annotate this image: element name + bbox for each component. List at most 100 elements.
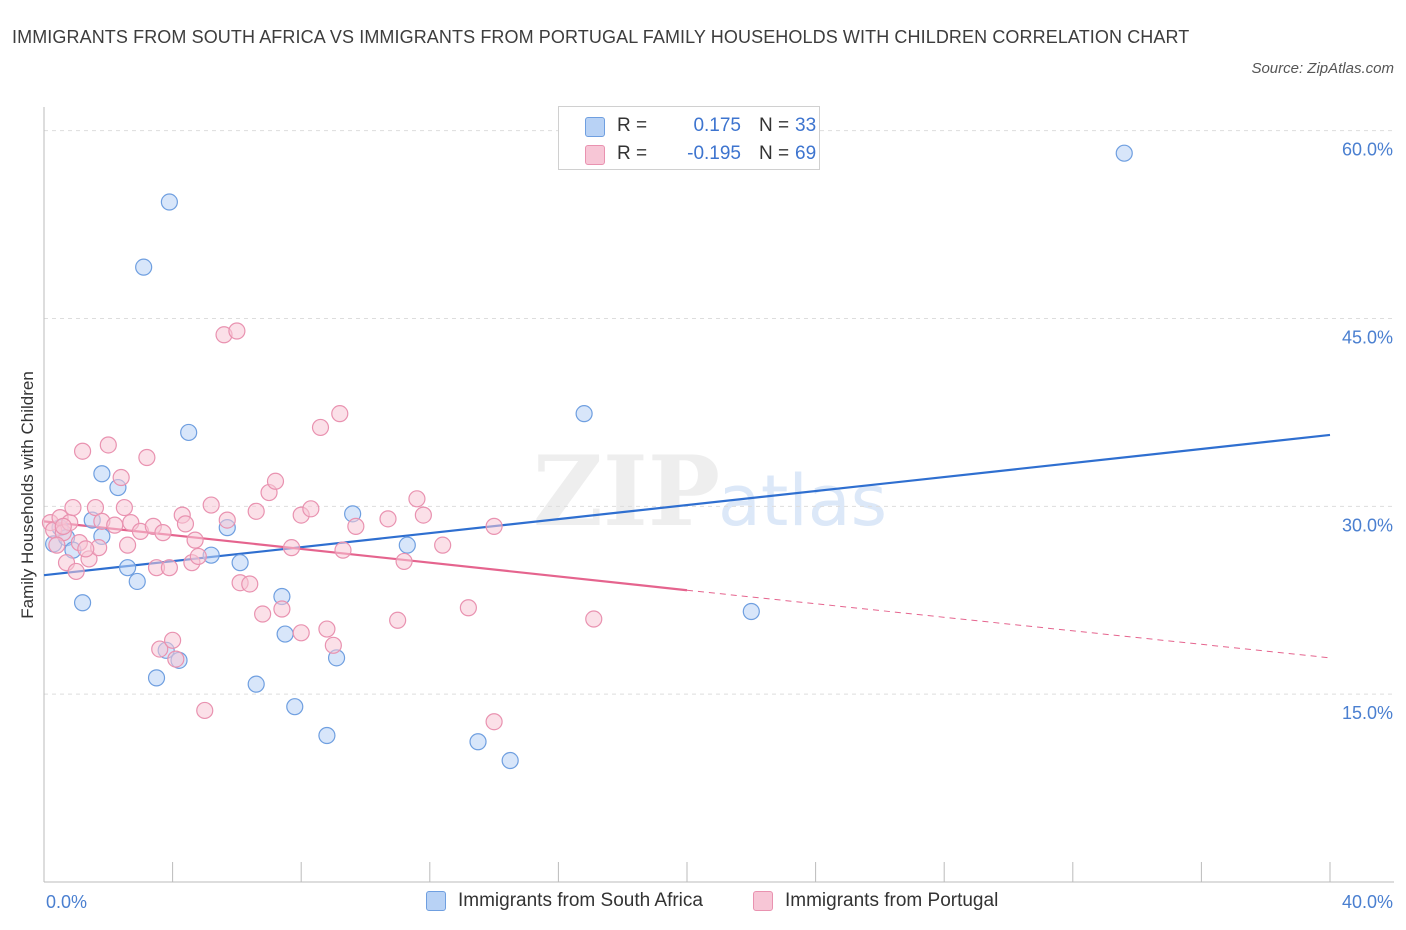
point-south-africa [742, 602, 760, 621]
trend-line-south-africa [43, 433, 1331, 577]
point-portugal [292, 624, 310, 642]
legend-n-label: N = [759, 115, 790, 136]
point-south-africa [575, 405, 593, 423]
legend-r-value: -0.195 [687, 143, 741, 164]
point-portugal [485, 713, 503, 731]
point-portugal [164, 631, 182, 649]
point-south-africa [276, 625, 294, 643]
point-south-africa [118, 559, 137, 577]
y-tick-label: 30.0% [1342, 515, 1393, 535]
source-label: Source: ZipAtlas.com [1251, 60, 1394, 77]
point-portugal [254, 605, 272, 623]
point-south-africa [160, 193, 178, 211]
point-portugal [118, 536, 137, 554]
point-portugal [151, 640, 169, 658]
point-portugal [86, 498, 105, 517]
legend-swatch-pink [585, 145, 605, 165]
point-portugal [186, 531, 204, 549]
point-portugal [585, 610, 603, 628]
legend-n-label: N = [759, 143, 790, 164]
point-south-africa [469, 733, 487, 751]
bottom-legend-label: Immigrants from Portugal [785, 890, 999, 911]
y-tick-label: 45.0% [1342, 327, 1393, 347]
point-south-africa [247, 675, 265, 693]
point-south-africa [128, 572, 146, 591]
legend-n-value: 33 [795, 115, 817, 136]
point-portugal [77, 540, 95, 558]
point-portugal [282, 539, 301, 557]
point-portugal [202, 496, 220, 514]
point-portugal [434, 536, 452, 554]
point-south-africa [501, 751, 519, 770]
point-portugal [176, 515, 195, 533]
bottom-legend-swatch-blue [426, 891, 446, 911]
point-portugal [324, 636, 342, 654]
point-south-africa [147, 669, 166, 687]
point-south-africa [286, 698, 304, 716]
point-portugal [459, 599, 477, 617]
bottom-legend-swatch-pink [753, 891, 773, 911]
x-tick-label: 40.0% [1342, 892, 1393, 912]
point-portugal [334, 541, 352, 559]
legend-n-value: 69 [795, 143, 817, 164]
point-south-africa [1115, 144, 1133, 162]
bottom-legend-label: Immigrants from South Africa [458, 890, 703, 911]
point-portugal [347, 517, 365, 535]
point-portugal [485, 517, 503, 535]
point-portugal [311, 418, 330, 437]
point-south-africa [231, 554, 249, 572]
trend-line-portugal-extrapolated [686, 589, 1331, 659]
point-portugal [112, 468, 130, 487]
correlation-legend: R = 0.175 N = 33 R = -0.195 N = 69 [558, 106, 820, 170]
gridlines [44, 130, 1394, 695]
point-portugal [73, 442, 92, 460]
point-south-africa [318, 726, 336, 745]
point-portugal [266, 472, 285, 490]
point-portugal [167, 650, 185, 668]
point-portugal [273, 600, 291, 618]
point-south-africa [73, 594, 92, 612]
point-portugal [115, 498, 133, 517]
point-south-africa [135, 258, 153, 276]
point-portugal [54, 517, 72, 535]
point-portugal [247, 502, 265, 520]
point-portugal [138, 448, 156, 467]
chart-title: IMMIGRANTS FROM SOUTH AFRICA VS IMMIGRAN… [12, 27, 1190, 47]
point-portugal [241, 575, 259, 593]
legend-r-label: R = [617, 115, 648, 136]
point-south-africa [180, 423, 198, 442]
point-portugal [302, 500, 320, 518]
point-portugal [395, 552, 413, 571]
point-south-africa [398, 536, 416, 554]
point-portugal [218, 511, 236, 529]
point-portugal [154, 524, 172, 542]
point-portugal [331, 405, 349, 423]
point-portugal [106, 516, 124, 534]
watermark-zip: ZIP [533, 435, 720, 548]
watermark-atlas: atlas [718, 460, 887, 542]
point-south-africa [93, 465, 111, 483]
legend-swatch-blue [585, 117, 605, 137]
axes [43, 107, 1394, 883]
tick-labels: 15.0% 30.0% 45.0% 60.0% 0.0% 40.0% [46, 140, 1393, 912]
point-portugal [196, 701, 214, 720]
point-portugal [67, 562, 85, 581]
y-tick-label: 15.0% [1342, 703, 1393, 723]
point-portugal [408, 490, 426, 508]
legend-r-value: 0.175 [693, 115, 741, 136]
point-portugal [228, 322, 246, 340]
point-portugal [189, 547, 207, 566]
legend-r-label: R = [617, 143, 648, 164]
point-portugal [318, 620, 336, 638]
point-portugal [160, 559, 178, 577]
x-tick-label: 0.0% [46, 892, 87, 912]
data-points [41, 144, 1133, 770]
point-portugal [379, 510, 397, 528]
y-tick-label: 60.0% [1342, 140, 1393, 160]
point-portugal [99, 436, 117, 454]
point-portugal [414, 506, 432, 524]
point-portugal [389, 611, 407, 629]
point-portugal [48, 536, 66, 554]
point-portugal [64, 498, 82, 517]
